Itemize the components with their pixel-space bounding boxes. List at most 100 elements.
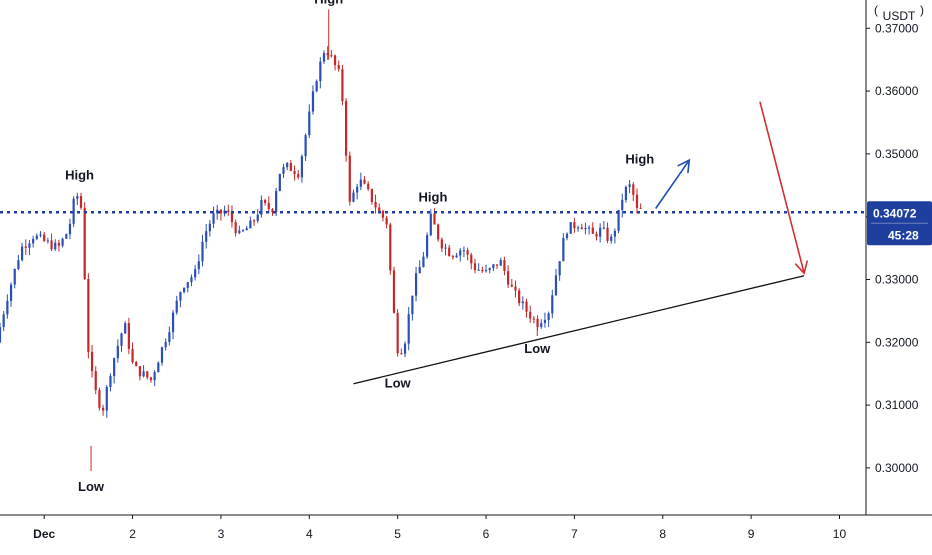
candle-body (359, 179, 362, 187)
candle-body (459, 250, 462, 256)
currency-bracket-right: ) (920, 3, 924, 17)
candle-body (403, 343, 407, 354)
candle-body (466, 250, 469, 255)
candle-body (363, 179, 366, 184)
candle-body (116, 345, 119, 359)
candle-body (293, 170, 296, 175)
annotation-label: High (625, 152, 654, 167)
candle-body (414, 273, 418, 296)
candle-body (205, 231, 208, 242)
candle-body (488, 268, 491, 271)
candle-body (547, 313, 550, 320)
annotation-label: Low (385, 376, 412, 391)
candle-body (381, 210, 385, 218)
candle-body (514, 286, 517, 291)
candle-body (252, 220, 256, 222)
candle-body (131, 348, 134, 363)
candle-body (569, 222, 572, 234)
candle-body (278, 173, 281, 191)
candle-body (61, 238, 64, 246)
candle-body (333, 55, 337, 66)
time-tick-label: 7 (571, 527, 578, 541)
candle-body (179, 292, 182, 301)
candle-body (238, 230, 241, 234)
candle-body (319, 61, 322, 82)
candle-body (337, 65, 340, 70)
candle-body (153, 372, 156, 381)
candle-body (0, 327, 2, 343)
time-axis[interactable]: Dec 2 3 4 5 6 7 8 9 10 (0, 514, 932, 541)
price-tick-label: 0.30000 (875, 461, 919, 475)
candle-body (484, 270, 488, 272)
candle-body (551, 295, 554, 314)
candle-body (606, 227, 609, 241)
bearish-arrow[interactable] (759, 101, 805, 274)
time-tick-label: 6 (483, 527, 490, 541)
candle-body (245, 228, 248, 231)
currency-label: USDT (883, 9, 916, 23)
time-tick-label: 5 (394, 527, 401, 541)
candle-body (352, 192, 355, 202)
candle-body (24, 246, 27, 248)
candle-body (554, 275, 558, 296)
candle-body (521, 301, 524, 304)
candle-body (639, 207, 642, 209)
candle-body (392, 270, 396, 313)
candle-body (473, 263, 477, 271)
candle-body (407, 314, 410, 344)
candle-body (492, 264, 495, 269)
bullish-arrow[interactable] (655, 159, 690, 209)
candle-body (267, 202, 270, 210)
candle-body (79, 196, 83, 208)
candle-body (426, 235, 429, 257)
candle-body (510, 284, 513, 287)
candle-body (462, 250, 466, 252)
time-tick-label: 8 (659, 527, 666, 541)
candle-body (76, 196, 79, 199)
candle-body (219, 209, 223, 214)
candle-body (201, 241, 204, 262)
candle-body (440, 239, 443, 249)
annotation-label: High (314, 0, 343, 6)
candle-body (613, 230, 616, 237)
time-tick-label: 3 (218, 527, 225, 541)
candle-body (20, 246, 24, 261)
candle-body (635, 194, 639, 208)
candle-body (448, 247, 451, 257)
candle-body (591, 227, 594, 234)
current-price-label: 0.34072 (873, 206, 917, 220)
candle-body (72, 198, 75, 224)
candle-body (588, 227, 591, 229)
candle-body (565, 233, 569, 239)
annotation-label: High (419, 189, 448, 204)
annotation-label: Low (78, 479, 105, 494)
candle-body (256, 214, 259, 221)
annotation-label: High (65, 167, 94, 182)
candle-body (65, 234, 68, 239)
support-trendline[interactable] (353, 275, 805, 385)
price-tick-label: 0.35000 (875, 147, 919, 161)
candle-body (348, 155, 351, 202)
price-axis[interactable]: 0.370000.360000.350000.340000.330000.320… (865, 0, 924, 515)
candle-body (227, 210, 230, 213)
candle-body (433, 213, 436, 225)
candle-body (499, 260, 502, 266)
candle-body (190, 277, 193, 283)
candle-body (617, 209, 620, 231)
candle-body (477, 269, 480, 271)
candle-body (164, 342, 167, 348)
candle-body (367, 183, 370, 189)
current-price-tag: 0.34072 45:28 (867, 201, 932, 246)
bearish-arrow-head (794, 260, 809, 275)
candle-body (32, 238, 35, 244)
candle-body (98, 390, 101, 408)
candle-body (470, 254, 473, 264)
candle-body (311, 91, 315, 112)
candle-body (263, 200, 267, 203)
candle-body (57, 242, 61, 246)
candle-body (621, 199, 624, 210)
candle-body (68, 223, 72, 235)
